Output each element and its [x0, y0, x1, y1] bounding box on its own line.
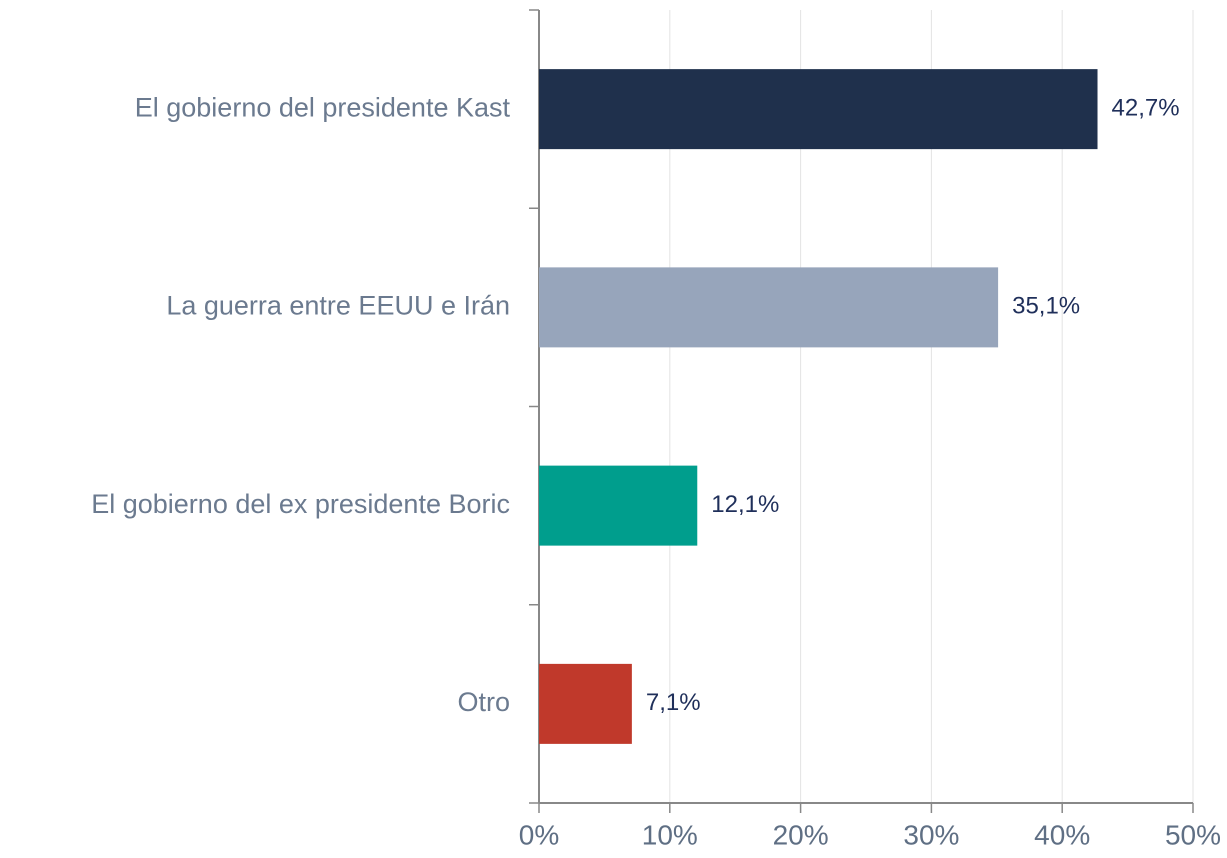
value-label: 35,1%: [1012, 293, 1080, 320]
x-tick-label: 0%: [519, 819, 559, 850]
y-tick-label: El gobierno del ex presidente Boric: [91, 489, 510, 519]
x-tick-label: 20%: [773, 819, 829, 850]
bar: [539, 69, 1098, 150]
x-tick-label: 30%: [903, 819, 959, 850]
bar: [539, 663, 632, 744]
x-tick-label: 40%: [1034, 819, 1090, 850]
bar: [539, 267, 999, 348]
x-tick-label: 50%: [1165, 819, 1221, 850]
y-tick-label: La guerra entre EEUU e Irán: [166, 291, 510, 321]
bar: [539, 465, 698, 546]
value-label: 42,7%: [1112, 94, 1180, 121]
value-label: 12,1%: [711, 491, 779, 518]
y-tick-label: Otro: [457, 687, 510, 717]
value-label: 7,1%: [646, 689, 701, 716]
x-tick-label: 10%: [642, 819, 698, 850]
y-tick-label: El gobierno del presidente Kast: [135, 92, 511, 122]
